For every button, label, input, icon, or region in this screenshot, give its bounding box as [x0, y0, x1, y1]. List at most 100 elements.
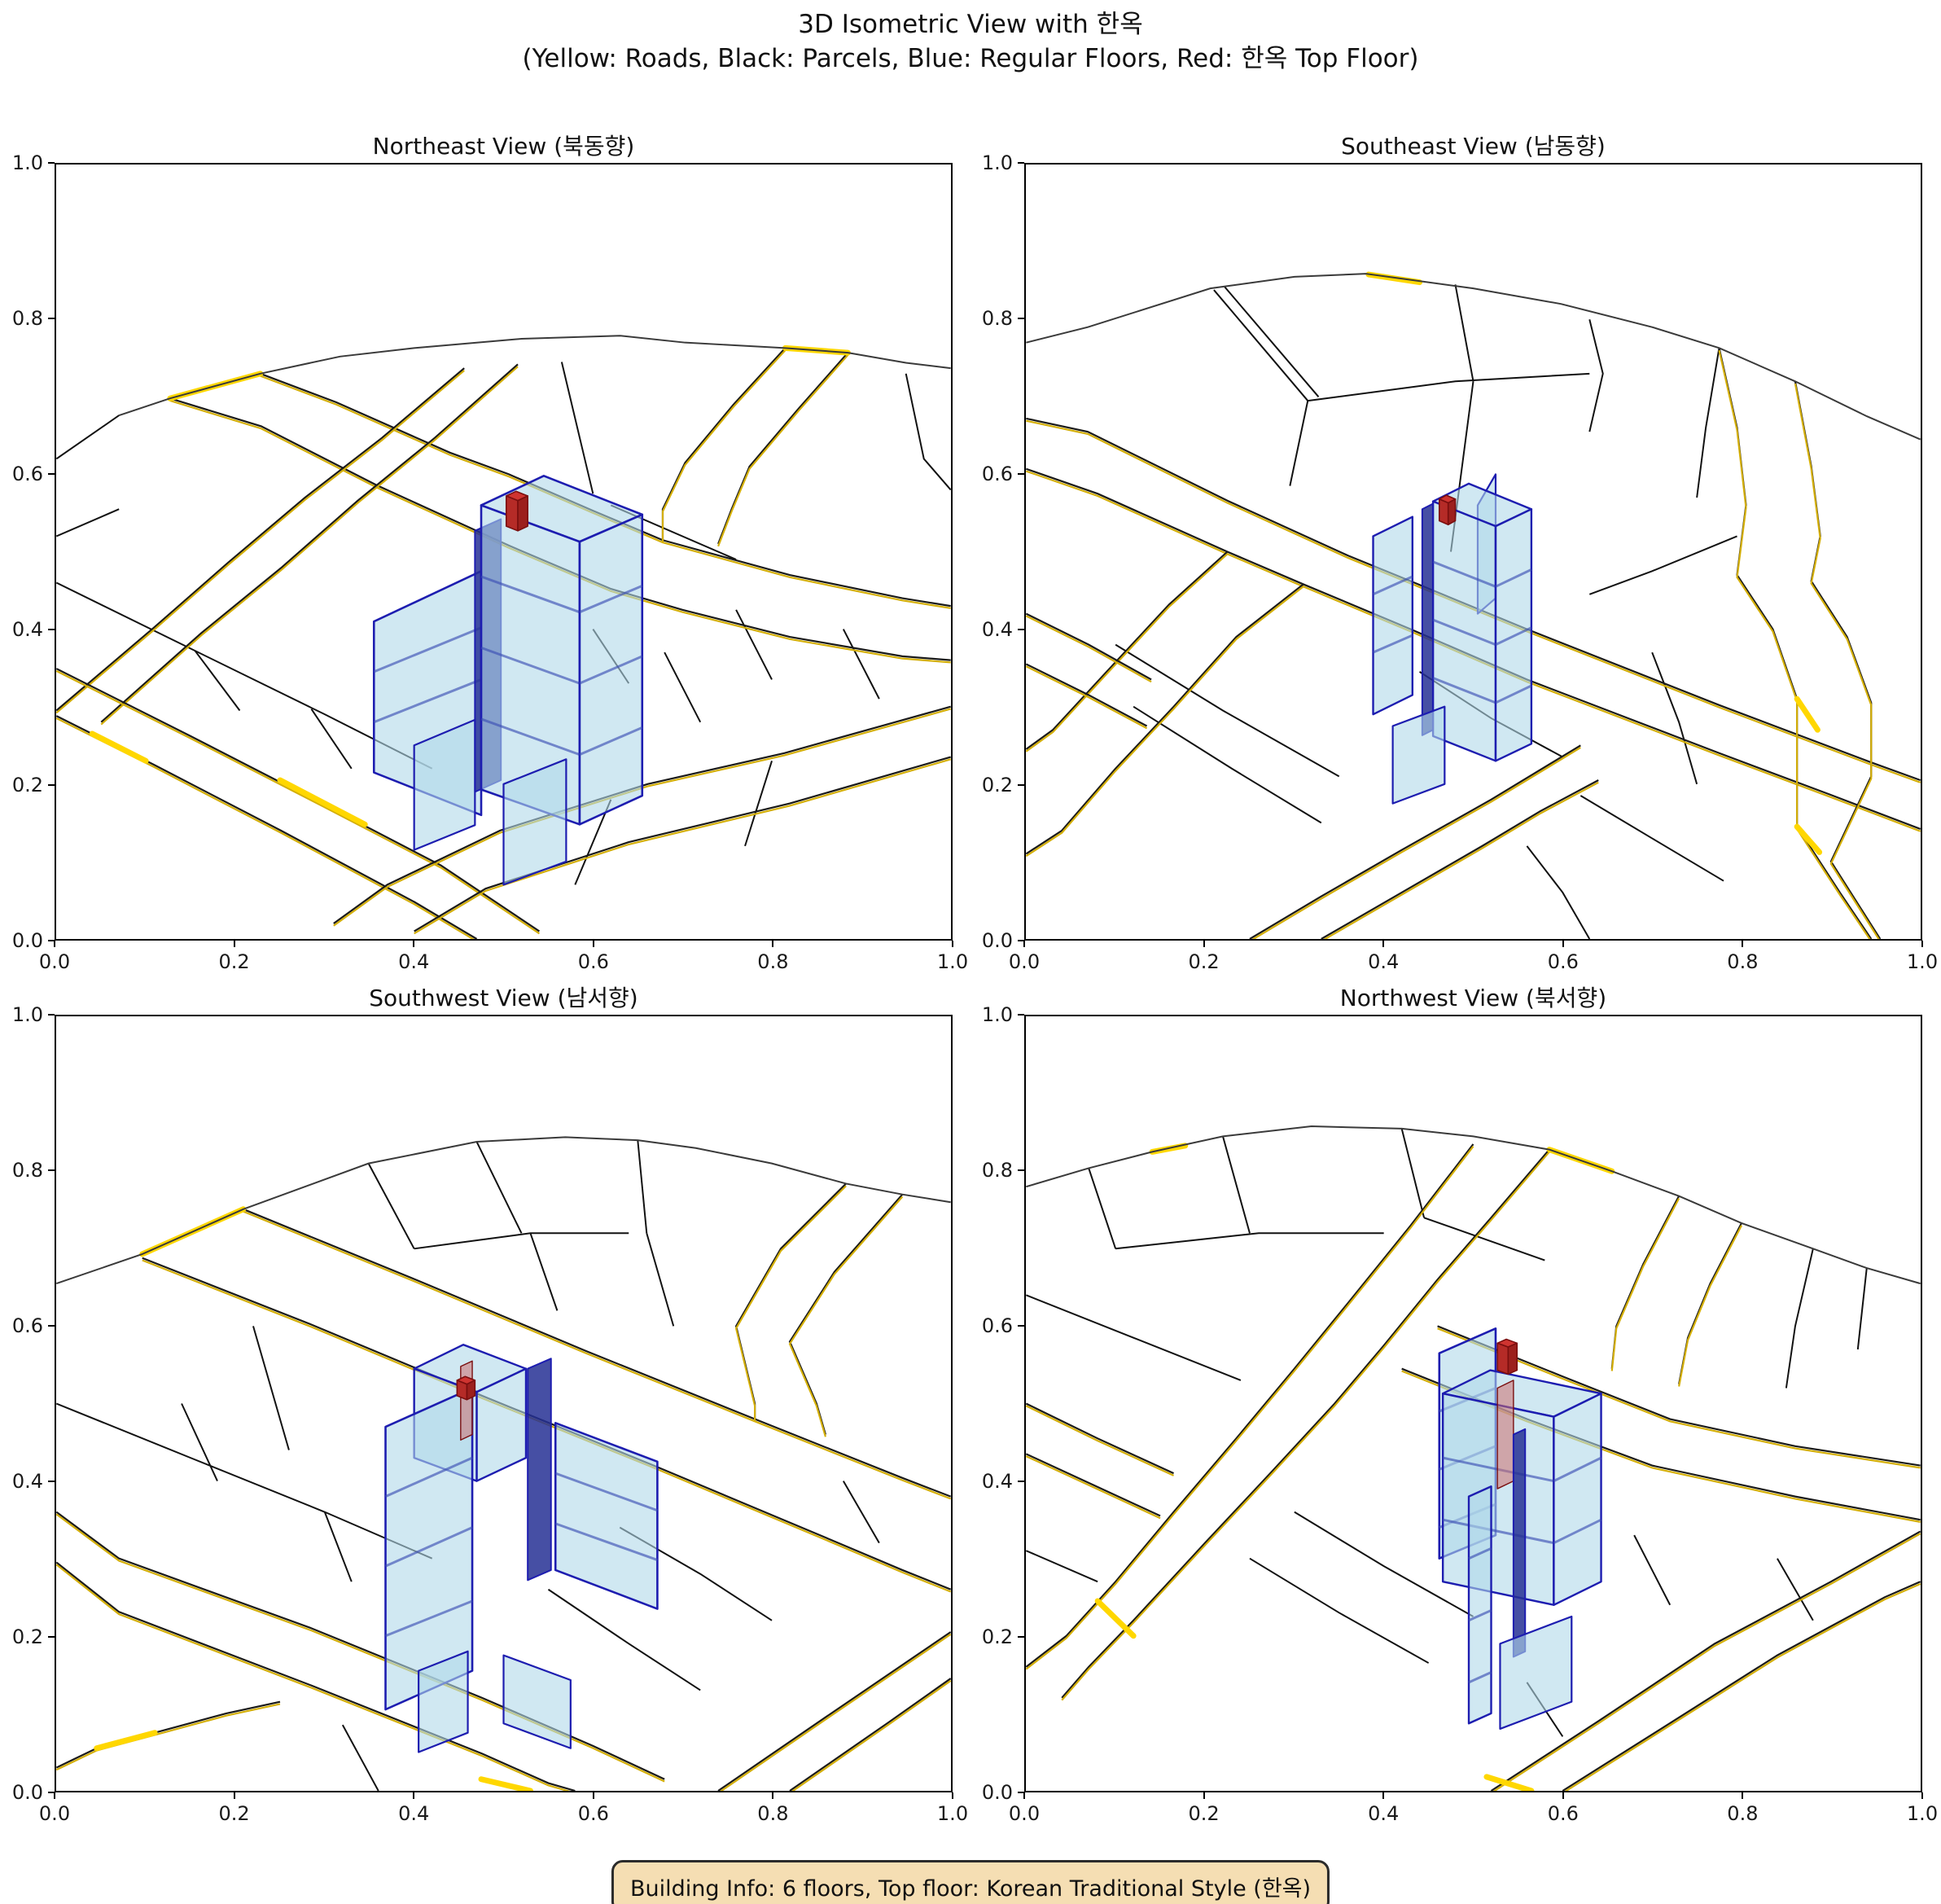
x-tick-label: 1.0	[1906, 950, 1939, 973]
x-tick-mark	[592, 1792, 594, 1799]
plot-canvas-northwest	[1024, 1015, 1922, 1792]
x-tick-mark	[1382, 941, 1385, 947]
x-tick-label: 0.0	[1008, 1802, 1041, 1825]
y-tick-label: 1.0	[981, 1003, 1013, 1026]
y-tick-mark	[48, 1636, 55, 1638]
x-tick-mark	[952, 941, 953, 947]
y-tick-mark	[1018, 940, 1024, 941]
y-tick-label: 0.6	[11, 463, 43, 485]
y-tick-label: 0.8	[981, 1159, 1013, 1182]
y-tick-mark	[48, 1481, 55, 1482]
x-tick-label: 0.2	[218, 950, 250, 973]
y-tick-mark	[1018, 1481, 1024, 1482]
subplot-title-northeast: Northeast View (북동향)	[372, 133, 635, 160]
subplot-title-northwest: Northwest View (북서향)	[1339, 985, 1607, 1011]
y-tick-label: 1.0	[11, 151, 43, 174]
x-tick-mark	[1742, 1792, 1744, 1799]
plot-canvas-southeast	[1024, 163, 1922, 941]
x-tick-mark	[1562, 1792, 1564, 1799]
y-tick-mark	[48, 1792, 55, 1793]
y-tick-label: 0.8	[11, 1159, 43, 1182]
y-tick-mark	[1018, 1792, 1024, 1793]
x-tick-mark	[1921, 1792, 1923, 1799]
x-tick-mark	[772, 1792, 774, 1799]
y-tick-label: 0.8	[11, 307, 43, 330]
x-tick-label: 0.4	[1368, 1802, 1400, 1825]
x-tick-mark	[233, 941, 235, 947]
plot-canvas-northeast	[55, 163, 953, 941]
x-tick-label: 0.6	[1547, 950, 1579, 973]
x-tick-mark	[413, 941, 415, 947]
x-tick-mark	[1023, 941, 1025, 947]
y-tick-label: 0.0	[981, 1781, 1013, 1804]
y-tick-mark	[48, 1325, 55, 1327]
x-tick-label: 0.8	[1727, 1802, 1759, 1825]
x-tick-label: 0.8	[1727, 950, 1759, 973]
x-tick-label: 0.6	[577, 950, 609, 973]
figure-title: 3D Isometric View with 한옥 (Yellow: Roads…	[0, 8, 1941, 77]
y-tick-mark	[48, 318, 55, 319]
y-tick-label: 0.0	[11, 1781, 43, 1804]
y-tick-mark	[1018, 629, 1024, 630]
x-tick-mark	[233, 1792, 235, 1799]
x-tick-label: 0.0	[1008, 950, 1041, 973]
x-tick-label: 0.4	[398, 950, 430, 973]
y-tick-label: 0.2	[981, 774, 1013, 796]
x-tick-mark	[1382, 1792, 1385, 1799]
figure-title-line2: (Yellow: Roads, Black: Parcels, Blue: Re…	[522, 43, 1419, 73]
y-tick-label: 0.4	[11, 618, 43, 641]
figure-title-line1: 3D Isometric View with 한옥	[798, 10, 1143, 39]
y-tick-mark	[48, 940, 55, 941]
y-tick-mark	[48, 784, 55, 786]
y-tick-mark	[1018, 162, 1024, 164]
y-tick-mark	[1018, 1014, 1024, 1016]
x-tick-label: 0.2	[218, 1802, 250, 1825]
x-tick-label: 0.4	[1368, 950, 1400, 973]
building-info-box: Building Info: 6 floors, Top floor: Kore…	[611, 1860, 1330, 1904]
y-tick-mark	[48, 1169, 55, 1171]
x-tick-mark	[1921, 941, 1923, 947]
y-tick-label: 1.0	[11, 1003, 43, 1026]
y-tick-label: 0.6	[981, 463, 1013, 485]
y-tick-label: 0.2	[11, 1625, 43, 1648]
y-tick-label: 0.0	[11, 929, 43, 952]
x-tick-label: 0.6	[577, 1802, 609, 1825]
y-tick-label: 1.0	[981, 151, 1013, 174]
y-tick-label: 0.6	[981, 1314, 1013, 1337]
x-tick-label: 0.2	[1188, 1802, 1220, 1825]
y-tick-mark	[48, 162, 55, 164]
x-tick-label: 0.0	[38, 1802, 71, 1825]
x-tick-label: 0.6	[1547, 1802, 1579, 1825]
y-tick-mark	[1018, 1325, 1024, 1327]
plot-canvas-southwest	[55, 1015, 953, 1792]
x-tick-label: 1.0	[936, 1802, 969, 1825]
x-tick-label: 0.4	[398, 1802, 430, 1825]
y-tick-mark	[1018, 1169, 1024, 1171]
y-tick-label: 0.4	[11, 1470, 43, 1493]
x-tick-label: 0.8	[757, 950, 789, 973]
x-tick-label: 0.8	[757, 1802, 789, 1825]
x-tick-mark	[413, 1792, 415, 1799]
y-tick-label: 0.2	[981, 1625, 1013, 1648]
y-tick-mark	[1018, 473, 1024, 475]
y-tick-mark	[48, 1014, 55, 1016]
y-tick-mark	[1018, 318, 1024, 319]
x-tick-mark	[1023, 1792, 1025, 1799]
x-tick-mark	[1562, 941, 1564, 947]
x-tick-mark	[592, 941, 594, 947]
x-tick-label: 0.0	[38, 950, 71, 973]
x-tick-mark	[1203, 1792, 1205, 1799]
x-tick-label: 1.0	[936, 950, 969, 973]
x-tick-mark	[1742, 941, 1744, 947]
x-tick-mark	[54, 1792, 55, 1799]
y-tick-mark	[48, 629, 55, 630]
y-tick-mark	[1018, 1636, 1024, 1638]
building-info-text: Building Info: 6 floors, Top floor: Kore…	[629, 1876, 1312, 1902]
subplot-title-southeast: Southeast View (남동향)	[1341, 133, 1606, 160]
x-tick-label: 1.0	[1906, 1802, 1939, 1825]
y-tick-label: 0.4	[981, 1470, 1013, 1493]
y-tick-mark	[1018, 784, 1024, 786]
y-tick-label: 0.0	[981, 929, 1013, 952]
x-tick-mark	[1203, 941, 1205, 947]
